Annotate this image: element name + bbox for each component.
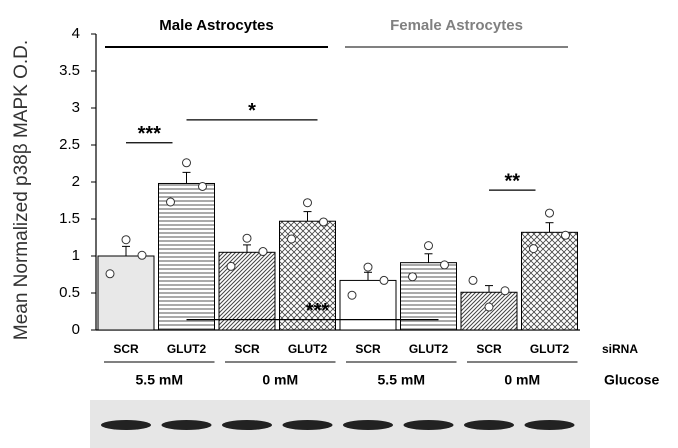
data-point [183, 159, 191, 167]
bar [340, 280, 396, 330]
data-point [485, 303, 493, 311]
x-tick-label: GLUT2 [409, 342, 449, 356]
row-label: siRNA [602, 342, 638, 356]
data-point [138, 251, 146, 259]
y-tick-label: 2.5 [59, 136, 80, 153]
x-tick-label: SCR [355, 342, 381, 356]
data-point [441, 261, 449, 269]
bar [159, 183, 215, 330]
row-label: Glucose [604, 372, 659, 388]
data-point [320, 218, 328, 226]
bar [98, 256, 154, 330]
y-tick-label: 3.5 [59, 62, 80, 79]
data-point [288, 235, 296, 243]
y-tick-label: 1 [72, 247, 80, 264]
data-point [364, 263, 372, 271]
data-point [409, 273, 417, 281]
y-tick-label: 0.5 [59, 284, 80, 301]
significance-label: * [248, 100, 256, 122]
blot-band [222, 420, 272, 430]
data-point [546, 209, 554, 217]
blot-band [162, 420, 212, 430]
data-point [199, 182, 207, 190]
data-point [469, 276, 477, 284]
x-tick-label: SCR [476, 342, 502, 356]
significance-label: *** [306, 300, 330, 322]
significance-label: ** [504, 170, 520, 192]
data-point [425, 242, 433, 250]
y-tick-label: 4 [72, 25, 80, 42]
x-tick-label: GLUT2 [167, 342, 207, 356]
data-point [501, 287, 509, 295]
y-tick-label: 2 [72, 173, 80, 190]
condition-label: 5.5 mM [136, 372, 183, 388]
blot-band [283, 420, 333, 430]
x-tick-label: GLUT2 [288, 342, 328, 356]
x-tick-label: SCR [113, 342, 139, 356]
chart: Mean Normalized p38β MAPK O.D. 0 0.5 1 1.5 2… [0, 0, 678, 448]
data-point [304, 199, 312, 207]
group-label: Male Astrocytes [159, 17, 274, 34]
data-point [530, 245, 538, 253]
blot-band [464, 420, 514, 430]
y-tick-label: 1.5 [59, 210, 80, 227]
blot-band [101, 420, 151, 430]
data-point [227, 262, 235, 270]
condition-label: 0 mM [504, 372, 540, 388]
condition-label: 0 mM [262, 372, 298, 388]
data-point [243, 234, 251, 242]
blot-band [404, 420, 454, 430]
data-point [348, 291, 356, 299]
y-axis-label: Mean Normalized p38β MAPK O.D. [11, 40, 32, 340]
x-tick-label: SCR [234, 342, 260, 356]
significance-label: *** [138, 123, 162, 145]
group-label: Female Astrocytes [390, 17, 523, 34]
y-tick-label: 3 [72, 99, 80, 116]
condition-label: 5.5 mM [378, 372, 425, 388]
x-tick-label: GLUT2 [530, 342, 570, 356]
data-point [167, 198, 175, 206]
data-point [122, 236, 130, 244]
blot-band [343, 420, 393, 430]
blot-band [525, 420, 575, 430]
y-tick-label: 0 [72, 321, 80, 338]
data-point [259, 248, 267, 256]
data-point [380, 276, 388, 284]
data-point [106, 270, 114, 278]
data-point [562, 231, 570, 239]
